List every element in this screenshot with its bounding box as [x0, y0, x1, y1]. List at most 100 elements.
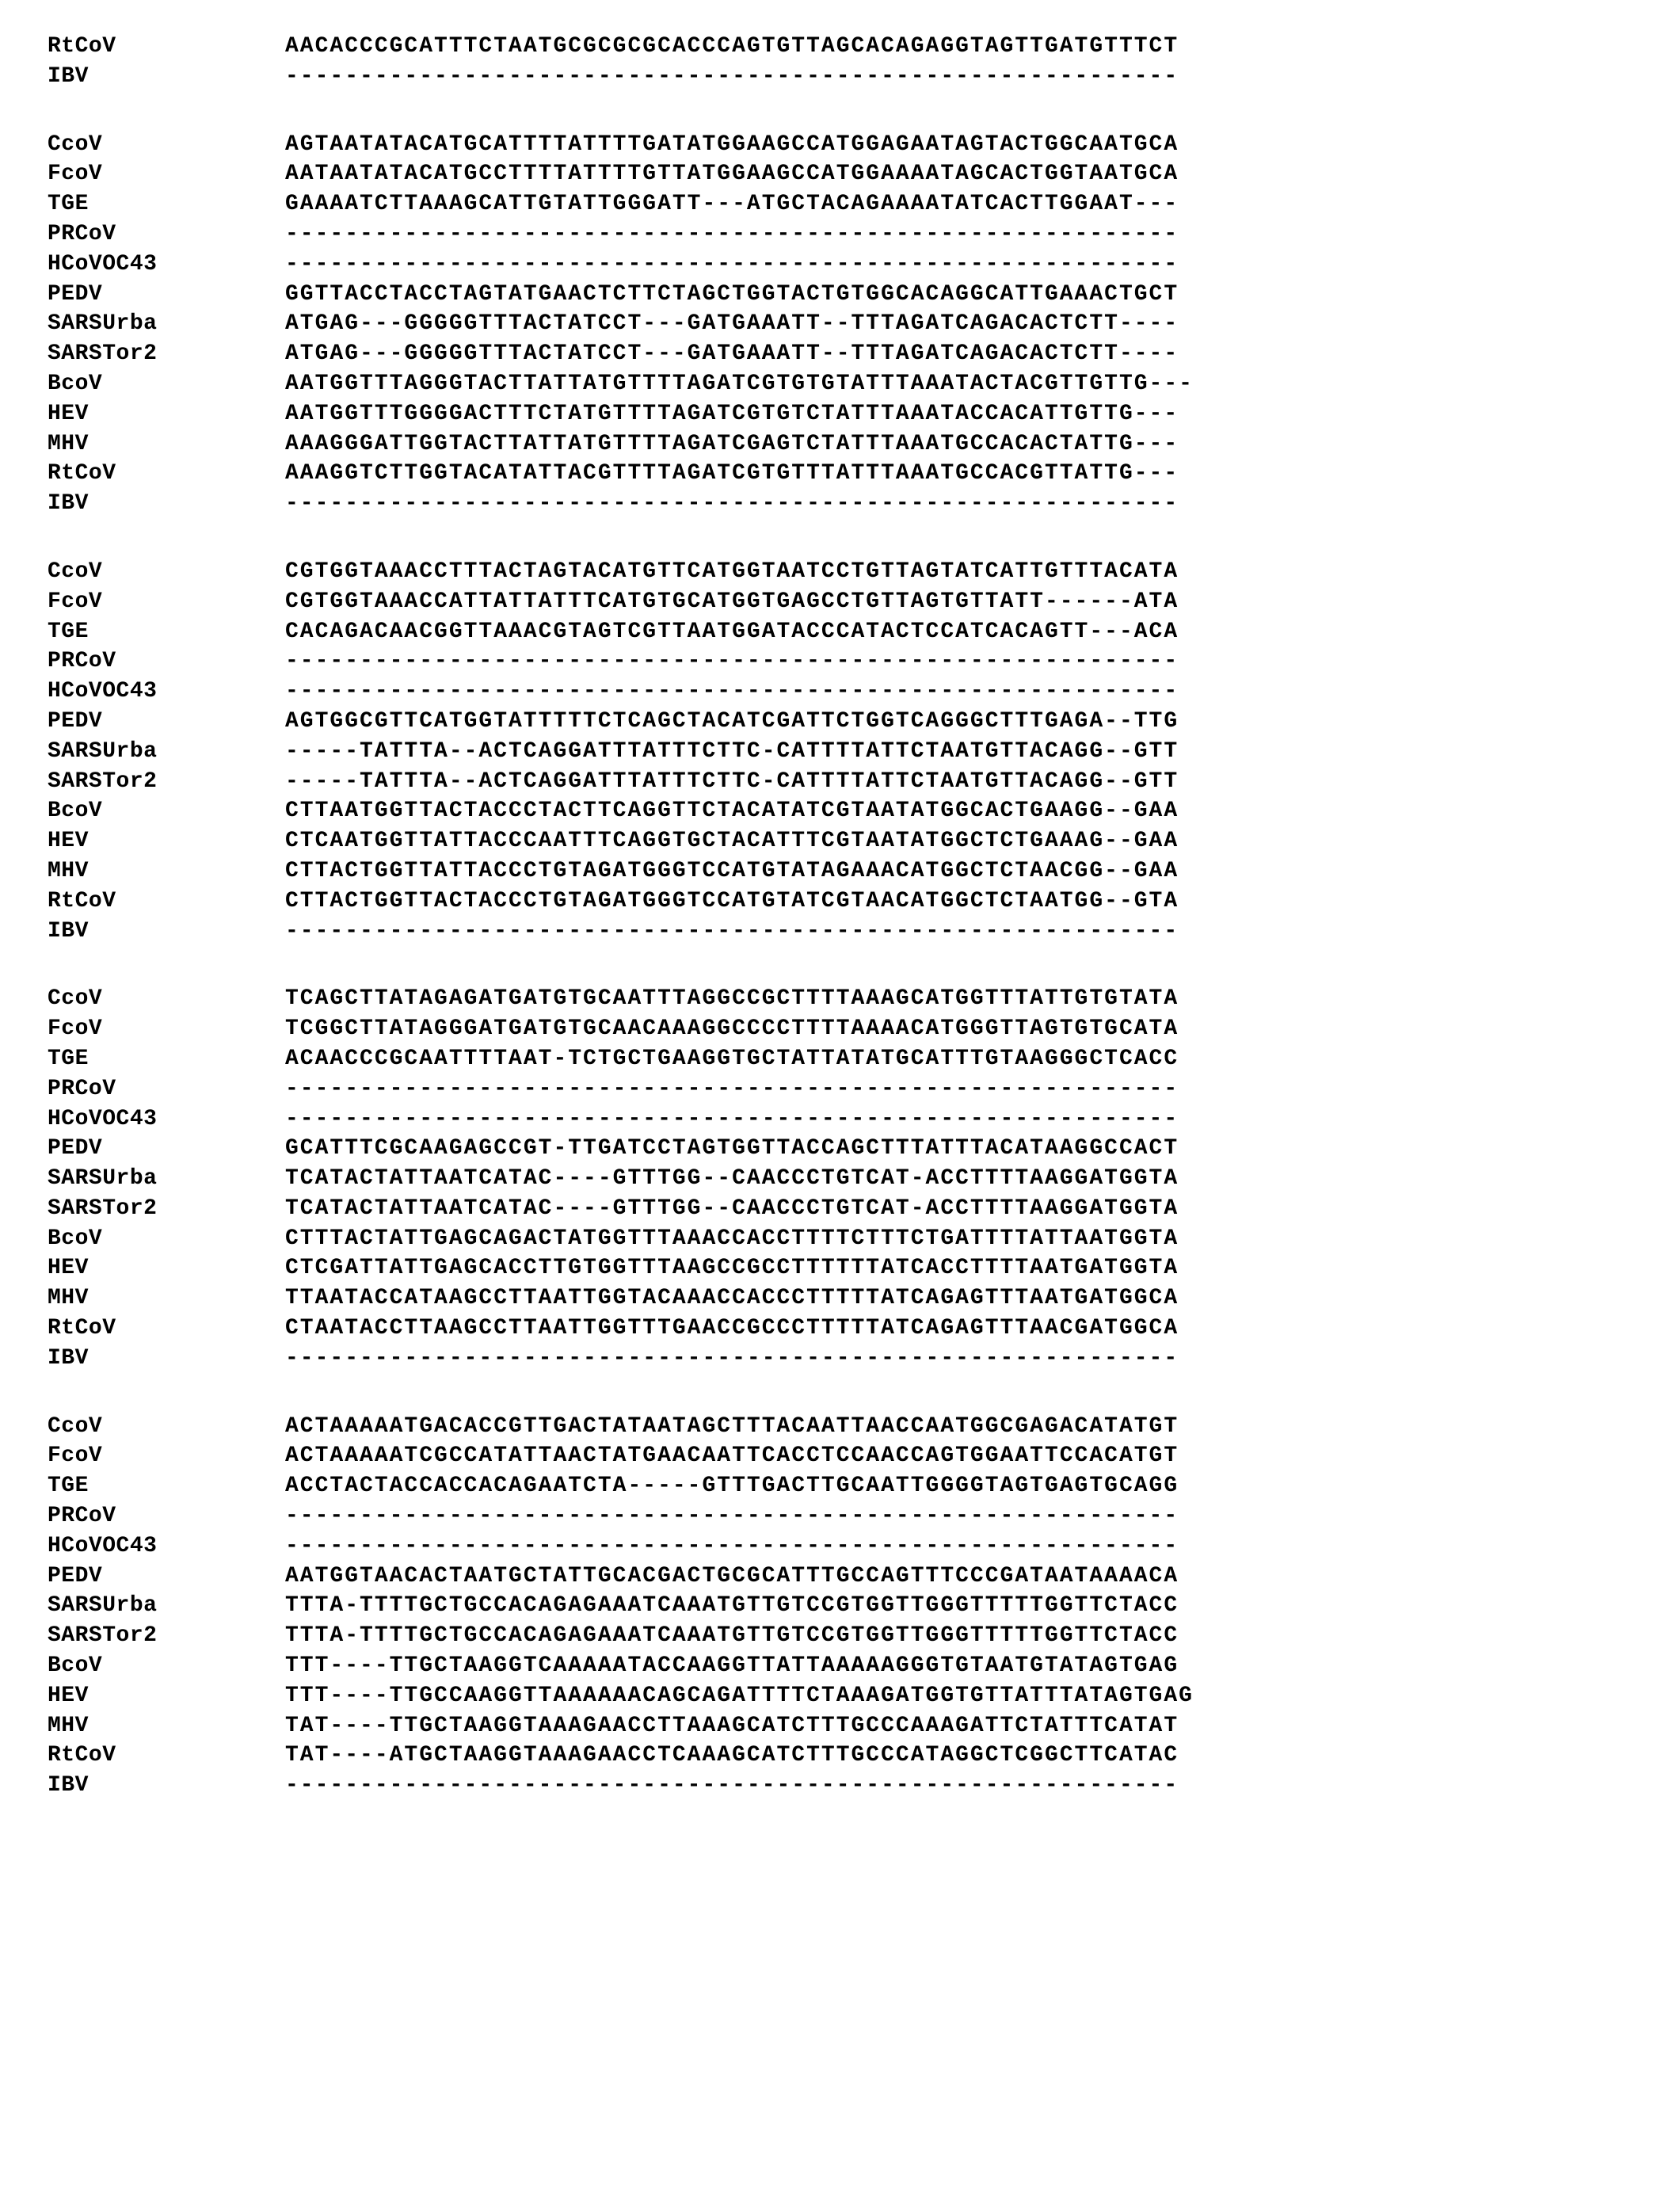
sequence-text: ----------------------------------------… — [285, 62, 1179, 92]
species-label: SARSTor2 — [48, 1194, 285, 1224]
sequence-text: TCAGCTTATAGAGATGATGTGCAATTTAGGCCGCTTTTAA… — [285, 984, 1179, 1014]
sequence-text: GGTTACCTACCTAGTATGAACTCTTCTAGCTGGTACTGTG… — [285, 280, 1179, 310]
sequence-text: AATAATATACATGCCTTTTATTTTGTTATGGAAGCCATGG… — [285, 159, 1179, 189]
alignment-block: CcoVCGTGGTAAACCTTTACTAGTACATGTTCATGGTAAT… — [48, 557, 1613, 946]
sequence-text: ----------------------------------------… — [285, 219, 1179, 250]
alignment-row: CcoVTCAGCTTATAGAGATGATGTGCAATTTAGGCCGCTT… — [48, 984, 1613, 1014]
species-label: HEV — [48, 1253, 285, 1283]
sequence-text: TTT----TTGCTAAGGTCAAAAATACCAAGGTTATTAAAA… — [285, 1651, 1179, 1681]
species-label: BcoV — [48, 369, 285, 399]
alignment-row: PEDVGCATTTCGCAAGAGCCGT-TTGATCCTAGTGGTTAC… — [48, 1134, 1613, 1164]
alignment-row: HEVCTCAATGGTTATTACCCAATTTCAGGTGCTACATTTC… — [48, 826, 1613, 856]
sequence-text: AAAGGTCTTGGTACATATTACGTTTTAGATCGTGTTTATT… — [285, 459, 1179, 489]
sequence-text: CGTGGTAAACCATTATTATTTCATGTGCATGGTGAGCCTG… — [285, 587, 1179, 617]
alignment-row: FcoVAATAATATACATGCCTTTTATTTTGTTATGGAAGCC… — [48, 159, 1613, 189]
sequence-text: TAT----TTGCTAAGGTAAAGAACCTTAAAGCATCTTTGC… — [285, 1711, 1179, 1741]
alignment-row: RtCoVAAAGGTCTTGGTACATATTACGTTTTAGATCGTGT… — [48, 459, 1613, 489]
sequence-alignment: RtCoVAACACCCGCATTTCTAATGCGCGCGCACCCAGTGT… — [48, 32, 1613, 1801]
sequence-text: ----------------------------------------… — [285, 1771, 1179, 1801]
alignment-row: TGEGAAAATCTTAAAGCATTGTATTGGGATT---ATGCTA… — [48, 189, 1613, 219]
species-label: PRCoV — [48, 1501, 285, 1531]
alignment-row: TGECACAGACAACGGTTAAACGTAGTCGTTAATGGATACC… — [48, 617, 1613, 647]
alignment-row: PEDVAATGGTAACACTAATGCTATTGCACGACTGCGCATT… — [48, 1562, 1613, 1592]
species-label: HEV — [48, 399, 285, 429]
alignment-row: BcoVTTT----TTGCTAAGGTCAAAAATACCAAGGTTATT… — [48, 1651, 1613, 1681]
alignment-row: RtCoVAACACCCGCATTTCTAATGCGCGCGCACCCAGTGT… — [48, 32, 1613, 62]
alignment-row: MHVTAT----TTGCTAAGGTAAAGAACCTTAAAGCATCTT… — [48, 1711, 1613, 1741]
sequence-text: TCATACTATTAATCATAC----GTTTGG--CAACCCTGTC… — [285, 1194, 1179, 1224]
alignment-row: PRCoV-----------------------------------… — [48, 646, 1613, 677]
sequence-text: CTTACTGGTTATTACCCTGTAGATGGGTCCATGTATAGAA… — [285, 856, 1179, 887]
species-label: PEDV — [48, 1562, 285, 1592]
species-label: CcoV — [48, 130, 285, 160]
alignment-row: HCoVOC43--------------------------------… — [48, 1104, 1613, 1135]
sequence-text: TAT----ATGCTAAGGTAAAGAACCTCAAAGCATCTTTGC… — [285, 1741, 1179, 1771]
species-label: MHV — [48, 856, 285, 887]
species-label: SARSTor2 — [48, 1621, 285, 1651]
alignment-row: BcoVCTTAATGGTTACTACCCTACTTCAGGTTCTACATAT… — [48, 796, 1613, 826]
species-label: IBV — [48, 917, 285, 947]
species-label: IBV — [48, 1771, 285, 1801]
species-label: SARSUrba — [48, 737, 285, 767]
sequence-text: ----------------------------------------… — [285, 1104, 1179, 1135]
species-label: IBV — [48, 62, 285, 92]
alignment-row: SARSUrbaTCATACTATTAATCATAC----GTTTGG--CA… — [48, 1164, 1613, 1194]
species-label: TGE — [48, 1471, 285, 1501]
species-label: TGE — [48, 617, 285, 647]
sequence-text: ----------------------------------------… — [285, 646, 1179, 677]
sequence-text: TTAATACCATAAGCCTTAATTGGTACAAACCACCCTTTTT… — [285, 1283, 1179, 1314]
alignment-row: SARSTor2TTTA-TTTTGCTGCCACAGAGAAATCAAATGT… — [48, 1621, 1613, 1651]
species-label: CcoV — [48, 984, 285, 1014]
alignment-row: BcoVCTTTACTATTGAGCAGACTATGGTTTAAACCACCTT… — [48, 1224, 1613, 1254]
alignment-row: SARSTor2ATGAG---GGGGGTTTACTATCCT---GATGA… — [48, 339, 1613, 369]
species-label: PRCoV — [48, 646, 285, 677]
alignment-row: PEDVGGTTACCTACCTAGTATGAACTCTTCTAGCTGGTAC… — [48, 280, 1613, 310]
sequence-text: AATGGTAACACTAATGCTATTGCACGACTGCGCATTTGCC… — [285, 1562, 1179, 1592]
species-label: PRCoV — [48, 219, 285, 250]
sequence-text: ACAACCCGCAATTTTAAT-TCTGCTGAAGGTGCTATTATA… — [285, 1044, 1179, 1074]
sequence-text: TCATACTATTAATCATAC----GTTTGG--CAACCCTGTC… — [285, 1164, 1179, 1194]
species-label: RtCoV — [48, 32, 285, 62]
sequence-text: ----------------------------------------… — [285, 1501, 1179, 1531]
species-label: TGE — [48, 1044, 285, 1074]
alignment-row: RtCoVCTTACTGGTTACTACCCTGTAGATGGGTCCATGTA… — [48, 887, 1613, 917]
alignment-row: SARSUrbaTTTA-TTTTGCTGCCACAGAGAAATCAAATGT… — [48, 1591, 1613, 1621]
alignment-row: CcoVACTAAAAATGACACCGTTGACTATAATAGCTTTACA… — [48, 1412, 1613, 1442]
sequence-text: AGTGGCGTTCATGGTATTTTTCTCAGCTACATCGATTCTG… — [285, 707, 1179, 737]
species-label: PEDV — [48, 1134, 285, 1164]
species-label: MHV — [48, 429, 285, 460]
species-label: RtCoV — [48, 1314, 285, 1344]
species-label: PEDV — [48, 280, 285, 310]
alignment-row: BcoVAATGGTTTAGGGTACTTATTATGTTTTAGATCGTGT… — [48, 369, 1613, 399]
sequence-text: ----------------------------------------… — [285, 489, 1179, 519]
alignment-row: FcoVTCGGCTTATAGGGATGATGTGCAACAAAGGCCCCTT… — [48, 1014, 1613, 1044]
alignment-row: HCoVOC43--------------------------------… — [48, 250, 1613, 280]
alignment-row: HEVAATGGTTTGGGGACTTTCTATGTTTTAGATCGTGTCT… — [48, 399, 1613, 429]
species-label: BcoV — [48, 1651, 285, 1681]
species-label: MHV — [48, 1711, 285, 1741]
species-label: HEV — [48, 1681, 285, 1711]
sequence-text: CACAGACAACGGTTAAACGTAGTCGTTAATGGATACCCAT… — [285, 617, 1179, 647]
species-label: SARSUrba — [48, 1164, 285, 1194]
species-label: PRCoV — [48, 1074, 285, 1104]
species-label: CcoV — [48, 557, 285, 587]
alignment-row: HCoVOC43--------------------------------… — [48, 677, 1613, 707]
alignment-row: MHVAAAGGGATTGGTACTTATTATGTTTTAGATCGAGTCT… — [48, 429, 1613, 460]
species-label: SARSTor2 — [48, 767, 285, 797]
sequence-text: ACTAAAAATGACACCGTTGACTATAATAGCTTTACAATTA… — [285, 1412, 1179, 1442]
species-label: TGE — [48, 189, 285, 219]
alignment-block: CcoVTCAGCTTATAGAGATGATGTGCAATTTAGGCCGCTT… — [48, 984, 1613, 1373]
alignment-row: HCoVOC43--------------------------------… — [48, 1531, 1613, 1562]
sequence-text: ----------------------------------------… — [285, 1344, 1179, 1374]
species-label: CcoV — [48, 1412, 285, 1442]
species-label: SARSTor2 — [48, 339, 285, 369]
sequence-text: ATGAG---GGGGGTTTACTATCCT---GATGAAATT--TT… — [285, 309, 1179, 339]
alignment-row: PRCoV-----------------------------------… — [48, 1074, 1613, 1104]
alignment-row: IBV-------------------------------------… — [48, 489, 1613, 519]
sequence-text: ----------------------------------------… — [285, 1531, 1179, 1562]
alignment-row: TGEACCTACTACCACCACAGAATCTA-----GTTTGACTT… — [48, 1471, 1613, 1501]
alignment-row: IBV-------------------------------------… — [48, 1771, 1613, 1801]
species-label: HEV — [48, 826, 285, 856]
alignment-row: SARSTor2-----TATTTA--ACTCAGGATTTATTTCTTC… — [48, 767, 1613, 797]
sequence-text: TCGGCTTATAGGGATGATGTGCAACAAAGGCCCCTTTTAA… — [285, 1014, 1179, 1044]
